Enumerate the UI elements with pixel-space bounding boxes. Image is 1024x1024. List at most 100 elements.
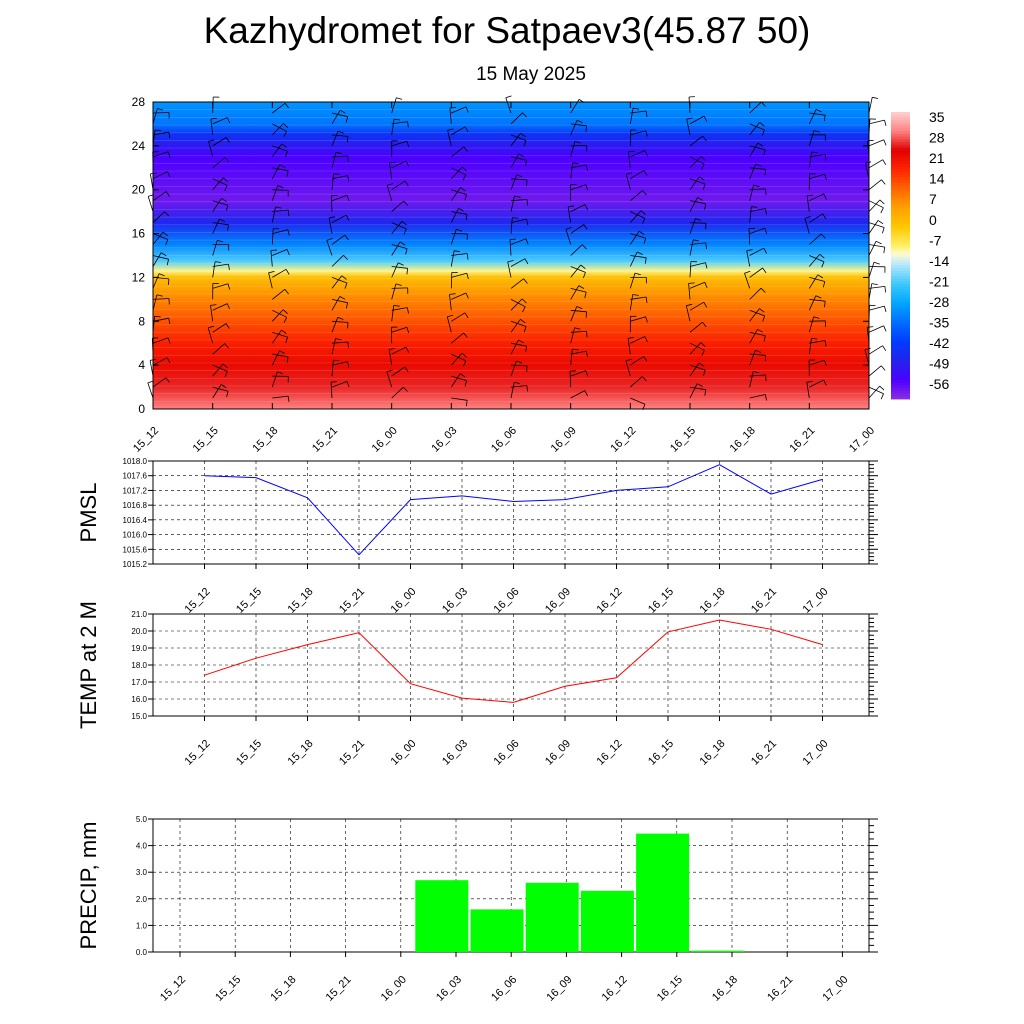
temp-2m-x-tick-label: 16_12 [595,738,625,768]
wind-barb-flag [884,305,887,313]
wind-barb [868,386,884,395]
wind-barb-flag [626,172,633,175]
heatmap-x-tick-label: 16_12 [608,425,638,455]
wind-barb [868,159,884,169]
wind-barb [570,331,587,333]
wind-barb-flag [464,380,468,387]
wind-barb-flag [275,206,282,209]
wind-barb [331,152,337,168]
wind-barb-flag [751,206,758,208]
wind-barb [386,185,393,201]
wind-barb-flag [643,237,647,244]
colorbar-segment [891,325,910,329]
colorbar-segment [891,289,910,293]
wind-barb-flag [763,335,766,342]
colorbar-segment [891,267,910,271]
colorbar-label: 7 [929,191,937,207]
wind-barb [749,185,754,201]
wind-barb [450,250,455,267]
wind-barb-flag [399,241,406,246]
wind-barb [689,135,703,147]
wind-barb [570,164,587,169]
wind-barb [510,258,526,267]
wind-barb-flag [458,207,464,212]
wind-barb [331,296,341,311]
colorbar-label: -49 [929,356,949,372]
wind-barb [510,298,523,311]
precipitation-y-tick-label: 1.0 [136,921,148,930]
wind-barb [207,327,214,344]
colorbar-segment [891,188,910,192]
wind-barb-flag [643,356,648,362]
wind-barb [391,386,404,399]
wind-barb-flag [525,160,527,167]
colorbar-segment [891,286,910,291]
wind-barb [630,356,644,366]
colorbar-segment [891,270,910,274]
colorbar-segment [891,240,910,244]
wind-barb-flag [821,261,825,268]
wind-barb-flag [764,228,768,235]
temp-2m-x-tick-label: 16_06 [492,738,522,768]
wind-barb [391,119,395,135]
colorbar-segment [891,319,910,323]
wind-barb-flag [395,283,402,286]
wind-barb [272,229,288,234]
wind-barb [391,326,408,333]
wind-barb [627,338,631,355]
chart-title: Kazhydromet for Satpaev3(45.87 50) [203,10,811,51]
wind-barb-flag [463,332,468,338]
colorbar-segment [891,317,910,321]
colorbar-segment [891,276,910,280]
colorbar-label: 14 [929,171,945,187]
wind-barb [391,346,407,355]
wind-barb [391,180,406,191]
colorbar-segment [891,338,910,342]
wind-barb [152,233,169,240]
wind-barb [804,218,810,234]
wind-barb-flag [463,360,467,367]
wind-barb-flag [586,164,588,172]
wind-barb [510,320,527,327]
pmsl-x-tick-label: 16_21 [749,586,779,616]
wind-barb [570,309,587,313]
wind-barb-flag [625,358,632,362]
wind-barb-flag [285,150,288,157]
wind-barb [152,231,164,245]
wind-barb-flag [703,369,706,376]
wind-barb-flag [505,95,512,99]
wind-barb-flag [287,229,290,236]
wind-barb [330,382,333,399]
colorbar-segment [891,210,910,214]
wind-barb [446,316,452,333]
wind-barb [629,108,634,124]
pmsl-x-tick-label: 16_15 [646,586,676,616]
wind-barb [806,195,810,212]
wind-barb [689,156,705,165]
colorbar-segment [891,396,910,400]
wind-barb-flag [523,140,527,147]
colorbar-segment [891,308,910,312]
wind-barb-flag [406,141,410,148]
wind-barb-flag [761,129,765,136]
wind-barb [868,385,880,399]
pmsl-x-tick-label: 15_15 [234,586,264,616]
pmsl-y-tick-label: 1016.0 [123,531,148,540]
wind-barb-flag [686,303,693,307]
wind-barb [331,214,347,223]
wind-barb [331,320,349,323]
wind-barb-flag [165,377,170,383]
wind-barb-flag [389,161,396,164]
wind-barbs [147,95,887,410]
colorbar-segment [891,163,910,168]
temp-2m-y-tick-label: 21.0 [131,610,147,619]
wind-barb [630,255,647,259]
wind-barb-flag [405,248,408,255]
wind-barb [271,350,280,366]
wind-barb [451,375,467,381]
wind-barb [331,275,343,289]
wind-barb [212,343,225,355]
wind-barb-flag [811,151,818,154]
colorbar-segment [891,131,910,135]
